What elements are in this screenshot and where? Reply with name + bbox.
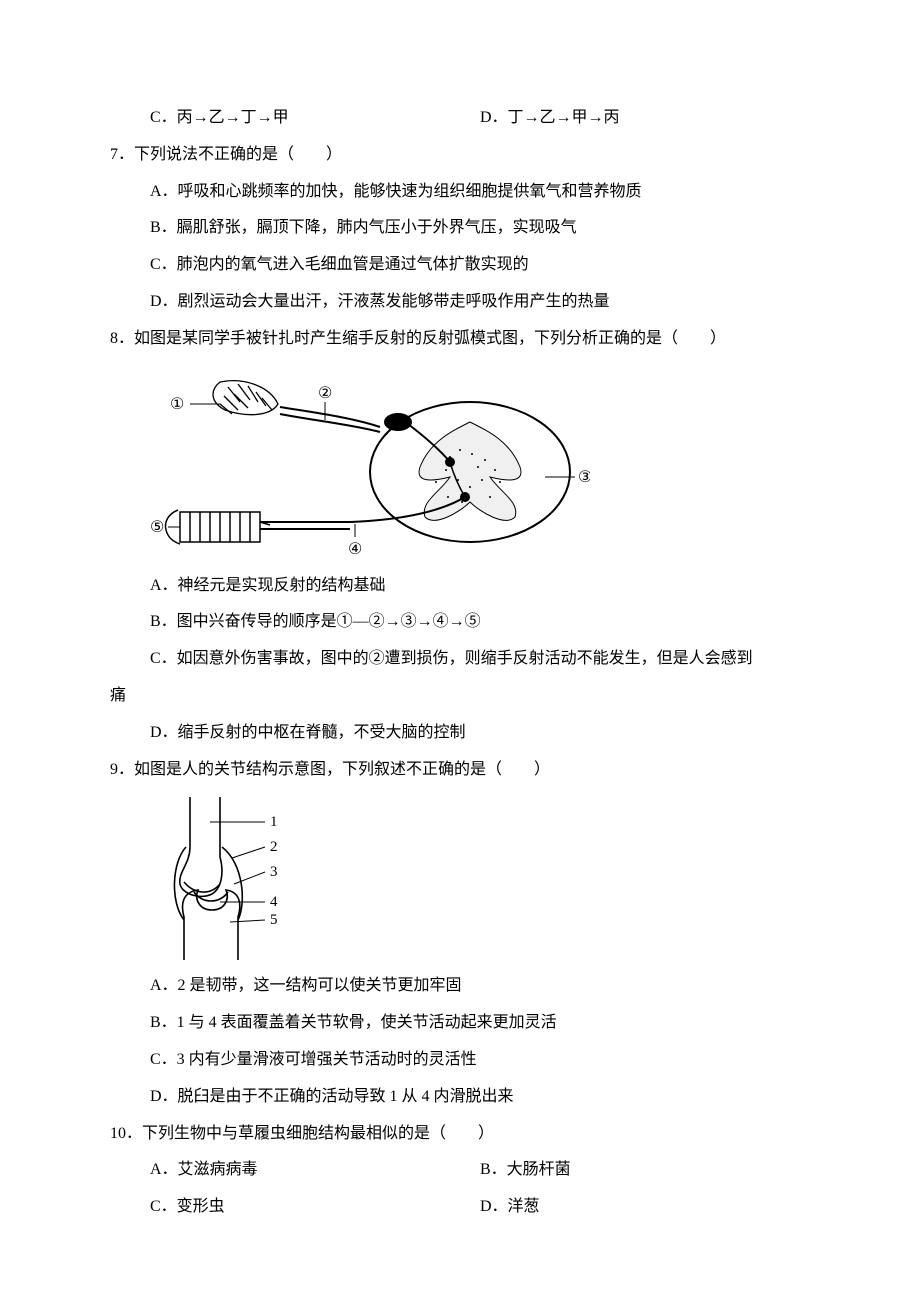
q9-option-a: A．2 是韧带，这一结构可以使关节更加牢固 bbox=[110, 968, 810, 1005]
q9-label-2: 2 bbox=[270, 839, 278, 855]
q9-label-4: 4 bbox=[270, 894, 278, 910]
q8-option-a-text: A．神经元是实现反射的结构基础 bbox=[150, 577, 386, 594]
q9-option-b: B．1 与 4 表面覆盖着关节软骨，使关节活动起来更加灵活 bbox=[110, 1005, 810, 1042]
q8-label-1: ① bbox=[170, 396, 184, 413]
q10-option-c-text: C．变形虫 bbox=[150, 1198, 225, 1215]
q10-option-a: A．艾滋病病毒 bbox=[150, 1152, 480, 1189]
q9-label-1: 1 bbox=[270, 814, 278, 830]
q8-option-b: B．图中兴奋传导的顺序是①—②→③→④→⑤ bbox=[110, 604, 810, 641]
q9-option-c: C．3 内有少量滑液可增强关节活动时的灵活性 bbox=[110, 1042, 810, 1079]
q7-option-d: D．剧烈运动会大量出汗，汗液蒸发能够带走呼吸作用产生的热量 bbox=[110, 284, 810, 321]
q10-option-a-text: A．艾滋病病毒 bbox=[150, 1161, 258, 1178]
q8-label-4: ④ bbox=[348, 541, 362, 558]
q7-stem-text: 7．下列说法不正确的是（ ） bbox=[110, 146, 342, 163]
q8-option-d-text: D．缩手反射的中枢在脊髓，不受大脑的控制 bbox=[150, 724, 466, 741]
q9-option-b-text: B．1 与 4 表面覆盖着关节软骨，使关节活动起来更加灵活 bbox=[150, 1014, 557, 1031]
joint-diagram: 1 2 3 4 5 bbox=[150, 792, 310, 962]
q7-option-b: B．膈肌舒张，膈顶下降，肺内气压小于外界气压，实现吸气 bbox=[110, 210, 810, 247]
q6-options-cd: C．丙→乙→丁→甲 D．丁→乙→甲→丙 bbox=[110, 100, 810, 137]
q6-option-c-text: C．丙→乙→丁→甲 bbox=[150, 109, 289, 126]
q10-options-cd: C．变形虫 D．洋葱 bbox=[110, 1189, 810, 1226]
q9-option-c-text: C．3 内有少量滑液可增强关节活动时的灵活性 bbox=[150, 1051, 477, 1068]
q8-option-c-text1: C．如因意外伤害事故，图中的②遭到损伤，则缩手反射活动不能发生，但是人会感到 bbox=[150, 650, 753, 667]
q9-label-5: 5 bbox=[270, 912, 278, 928]
q9-option-a-text: A．2 是韧带，这一结构可以使关节更加牢固 bbox=[150, 977, 462, 994]
q10-option-b: B．大肠杆菌 bbox=[480, 1152, 810, 1189]
q10-options-ab: A．艾滋病病毒 B．大肠杆菌 bbox=[110, 1152, 810, 1189]
q6-option-d: D．丁→乙→甲→丙 bbox=[480, 100, 810, 137]
q8-stem-text: 8．如图是某同学手被针扎时产生缩手反射的反射弧模式图，下列分析正确的是（ ） bbox=[110, 330, 726, 347]
q8-option-c-text2: 痛 bbox=[110, 687, 126, 704]
q10-option-d-text: D．洋葱 bbox=[480, 1198, 540, 1215]
q9-stem-text: 9．如图是人的关节结构示意图，下列叙述不正确的是（ ） bbox=[110, 761, 550, 778]
q8-option-c-line2: 痛 bbox=[110, 678, 810, 715]
q6-option-c: C．丙→乙→丁→甲 bbox=[150, 100, 480, 137]
q8-option-d: D．缩手反射的中枢在脊髓，不受大脑的控制 bbox=[110, 715, 810, 752]
q8-option-c-line1: C．如因意外伤害事故，图中的②遭到损伤，则缩手反射活动不能发生，但是人会感到 bbox=[110, 641, 810, 678]
q6-option-d-text: D．丁→乙→甲→丙 bbox=[480, 109, 620, 126]
q7-option-a-text: A．呼吸和心跳频率的加快，能够快速为组织细胞提供氧气和营养物质 bbox=[150, 183, 642, 200]
q10-stem: 10．下列生物中与草履虫细胞结构最相似的是（ ） bbox=[110, 1116, 810, 1153]
q8-stem: 8．如图是某同学手被针扎时产生缩手反射的反射弧模式图，下列分析正确的是（ ） bbox=[110, 321, 810, 358]
q8-diagram: ① ② ③ ④ ⑤ bbox=[110, 362, 810, 562]
q9-option-d: D．脱臼是由于不正确的活动导致 1 从 4 内滑脱出来 bbox=[110, 1079, 810, 1116]
q10-stem-text: 10．下列生物中与草履虫细胞结构最相似的是（ ） bbox=[110, 1125, 494, 1142]
q8-label-3: ③ bbox=[578, 469, 590, 486]
reflex-arc-diagram: ① ② ③ ④ ⑤ bbox=[150, 362, 590, 562]
q7-stem: 7．下列说法不正确的是（ ） bbox=[110, 137, 810, 174]
q7-option-a: A．呼吸和心跳频率的加快，能够快速为组织细胞提供氧气和营养物质 bbox=[110, 174, 810, 211]
q9-label-3: 3 bbox=[270, 864, 278, 880]
q8-label-5: ⑤ bbox=[150, 519, 164, 536]
q9-stem: 9．如图是人的关节结构示意图，下列叙述不正确的是（ ） bbox=[110, 752, 810, 789]
q10-option-d: D．洋葱 bbox=[480, 1189, 810, 1226]
q10-option-b-text: B．大肠杆菌 bbox=[480, 1161, 571, 1178]
q8-label-2: ② bbox=[318, 385, 332, 402]
q7-option-c: C．肺泡内的氧气进入毛细血管是通过气体扩散实现的 bbox=[110, 247, 810, 284]
q8-option-a: A．神经元是实现反射的结构基础 bbox=[110, 568, 810, 605]
q9-diagram: 1 2 3 4 5 bbox=[110, 792, 810, 962]
q7-option-b-text: B．膈肌舒张，膈顶下降，肺内气压小于外界气压，实现吸气 bbox=[150, 219, 577, 236]
q10-option-c: C．变形虫 bbox=[150, 1189, 480, 1226]
q7-option-c-text: C．肺泡内的氧气进入毛细血管是通过气体扩散实现的 bbox=[150, 256, 529, 273]
q8-option-b-text: B．图中兴奋传导的顺序是①—②→③→④→⑤ bbox=[150, 613, 481, 630]
q7-option-d-text: D．剧烈运动会大量出汗，汗液蒸发能够带走呼吸作用产生的热量 bbox=[150, 293, 610, 310]
q9-option-d-text: D．脱臼是由于不正确的活动导致 1 从 4 内滑脱出来 bbox=[150, 1088, 514, 1105]
